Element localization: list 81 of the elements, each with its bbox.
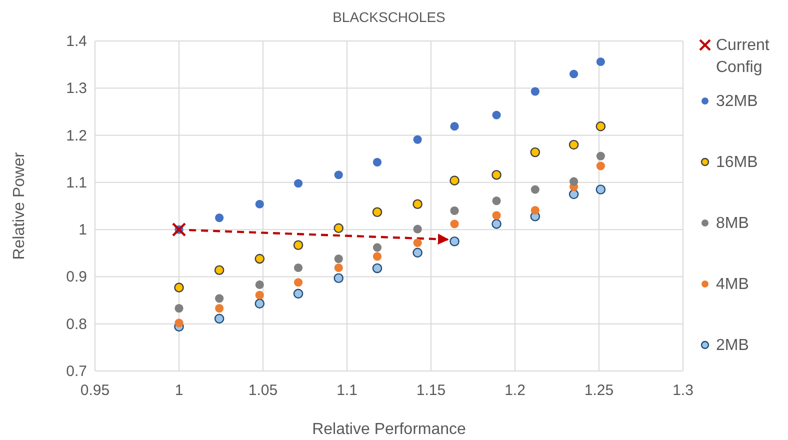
- point: [568, 140, 579, 150]
- point: [293, 288, 304, 299]
- y-tick-label: 0.9: [66, 268, 87, 286]
- legend-label: 8MB: [716, 215, 749, 232]
- point: [492, 170, 502, 180]
- chart-title: BLACKSCHOLES: [332, 9, 446, 25]
- point: [255, 290, 264, 300]
- point: [214, 265, 224, 276]
- point: [412, 199, 422, 210]
- point: [294, 263, 303, 272]
- point: [492, 196, 501, 206]
- point: [293, 240, 304, 250]
- point: [372, 243, 382, 252]
- point: [596, 184, 606, 194]
- y-tick-label: 0.8: [66, 316, 87, 333]
- point: [412, 248, 422, 258]
- point: [413, 238, 422, 248]
- point: [372, 252, 382, 261]
- x-tick-label: 1.3: [672, 382, 694, 399]
- x-tick-label: 1.2: [504, 382, 526, 399]
- point: [596, 121, 606, 132]
- x-tick-label: 0.95: [80, 382, 110, 399]
- y-tick-label: 1.2: [66, 127, 87, 144]
- legend-label: 16MB: [716, 154, 758, 171]
- point: [372, 263, 382, 274]
- x-tick-label: 1.1: [336, 382, 358, 399]
- y-tick-label: 1.3: [66, 80, 87, 98]
- point: [254, 254, 265, 264]
- point: [255, 280, 264, 290]
- x-tick-label: 1: [174, 382, 184, 399]
- point: [413, 224, 422, 234]
- point: [334, 254, 343, 264]
- point: [294, 179, 303, 188]
- point: [174, 318, 184, 328]
- legend-label: 32MB: [716, 93, 758, 110]
- legend-label: Current Config: [716, 37, 770, 76]
- y-tick-label: 1: [78, 222, 87, 239]
- point: [215, 213, 224, 222]
- point: [334, 170, 343, 180]
- point: [174, 304, 184, 313]
- point: [596, 152, 605, 160]
- point: [450, 236, 460, 246]
- point: [413, 135, 422, 144]
- point: [492, 110, 501, 120]
- point: [174, 282, 184, 292]
- point: [294, 278, 303, 287]
- y-tick-label: 1.4: [66, 33, 87, 50]
- point: [492, 219, 502, 229]
- point: [450, 122, 459, 131]
- point: [530, 87, 540, 96]
- x-tick-label: 1.25: [584, 382, 614, 399]
- x-axis-title: Relative Performance: [312, 421, 466, 438]
- point: [334, 273, 344, 284]
- point: [530, 185, 540, 194]
- point: [596, 57, 605, 66]
- point: [255, 200, 264, 208]
- point: [492, 211, 501, 220]
- x-tick-label: 1.05: [248, 382, 278, 399]
- x-tick-label: 1.15: [416, 382, 446, 399]
- point: [254, 298, 265, 308]
- point: [450, 176, 460, 186]
- legend-label: 4MB: [716, 276, 749, 293]
- point: [568, 189, 579, 200]
- point: [530, 206, 540, 215]
- point: [214, 314, 224, 324]
- point: [450, 220, 459, 228]
- point: [372, 207, 382, 218]
- y-axis-title: Relative Power: [11, 152, 28, 260]
- y-tick-label: 0.7: [66, 363, 87, 380]
- point: [215, 294, 224, 303]
- point: [334, 263, 343, 272]
- point: [334, 223, 344, 234]
- legend-label: 2MB: [716, 337, 749, 354]
- point: [570, 177, 578, 186]
- point: [530, 147, 540, 158]
- point: [215, 304, 224, 313]
- point: [596, 162, 605, 170]
- point: [450, 206, 459, 216]
- point: [570, 70, 578, 78]
- y-tick-label: 1.1: [66, 174, 87, 192]
- point: [372, 158, 382, 166]
